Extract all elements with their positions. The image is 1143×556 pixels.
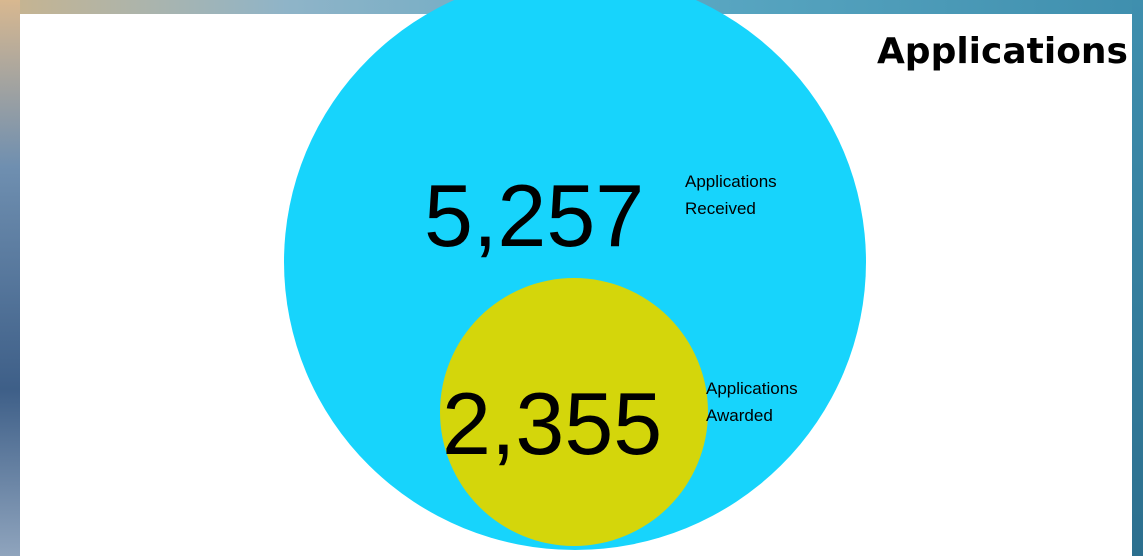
inner-circle [440,278,708,546]
stat-value: 5,257 [424,166,644,265]
photo-left [0,0,20,556]
outer-circle [284,0,866,550]
title: Applications [877,31,1128,72]
stat-label: Awarded [706,406,773,425]
stat-label: Applications [706,379,798,398]
stat-value: 2,355 [442,374,662,473]
stat-label: Received [685,199,756,218]
stat-label: Applications [685,172,777,191]
photo-right [1132,0,1143,556]
